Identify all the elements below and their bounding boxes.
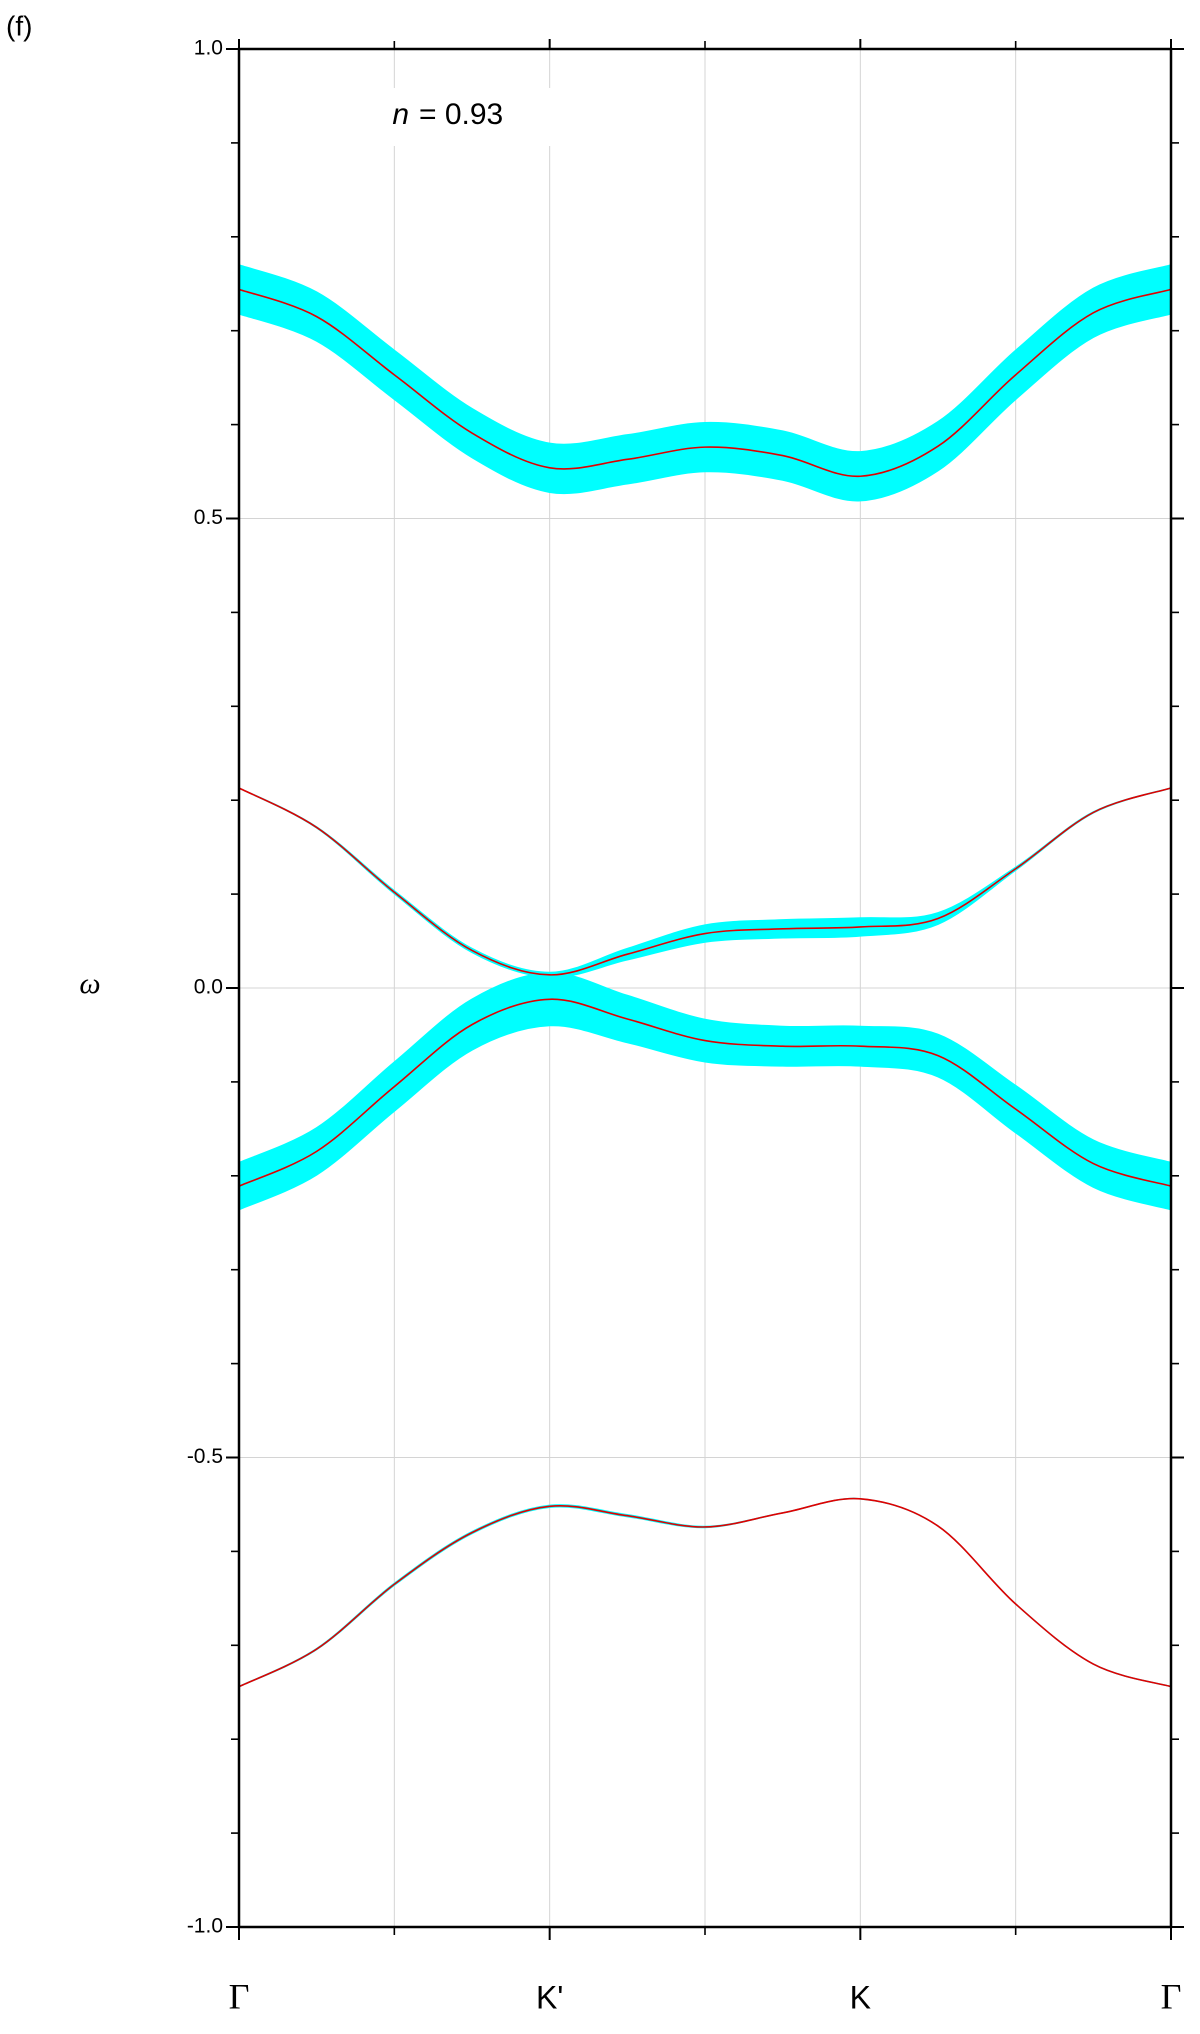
y-tick-label: -0.5 (187, 1445, 223, 1468)
annotation-value: = 0.93 (419, 98, 503, 131)
dispersion-line (238, 998, 1172, 1187)
y-tick-label: -1.0 (187, 1915, 223, 1938)
dispersion-line (238, 787, 1172, 976)
y-tick-label: 0.5 (194, 506, 223, 529)
y-axis-label: ω (79, 967, 100, 1000)
x-tick-label: K (850, 1979, 871, 2015)
bands-layer (238, 264, 1172, 1688)
annotation-variable: n (392, 98, 409, 131)
panel-label: (f) (6, 10, 32, 41)
y-tick-label: 1.0 (194, 37, 223, 60)
x-tick-label: K' (536, 1979, 563, 2015)
x-tick-label: Γ (1161, 1976, 1182, 2016)
annotation-box (392, 88, 554, 146)
dispersion-line (238, 1497, 1172, 1688)
dispersion-line (238, 288, 1172, 478)
y-tick-label: 0.0 (194, 976, 223, 999)
grid-layer (238, 48, 1172, 1928)
x-tick-label: Γ (229, 1976, 250, 2016)
